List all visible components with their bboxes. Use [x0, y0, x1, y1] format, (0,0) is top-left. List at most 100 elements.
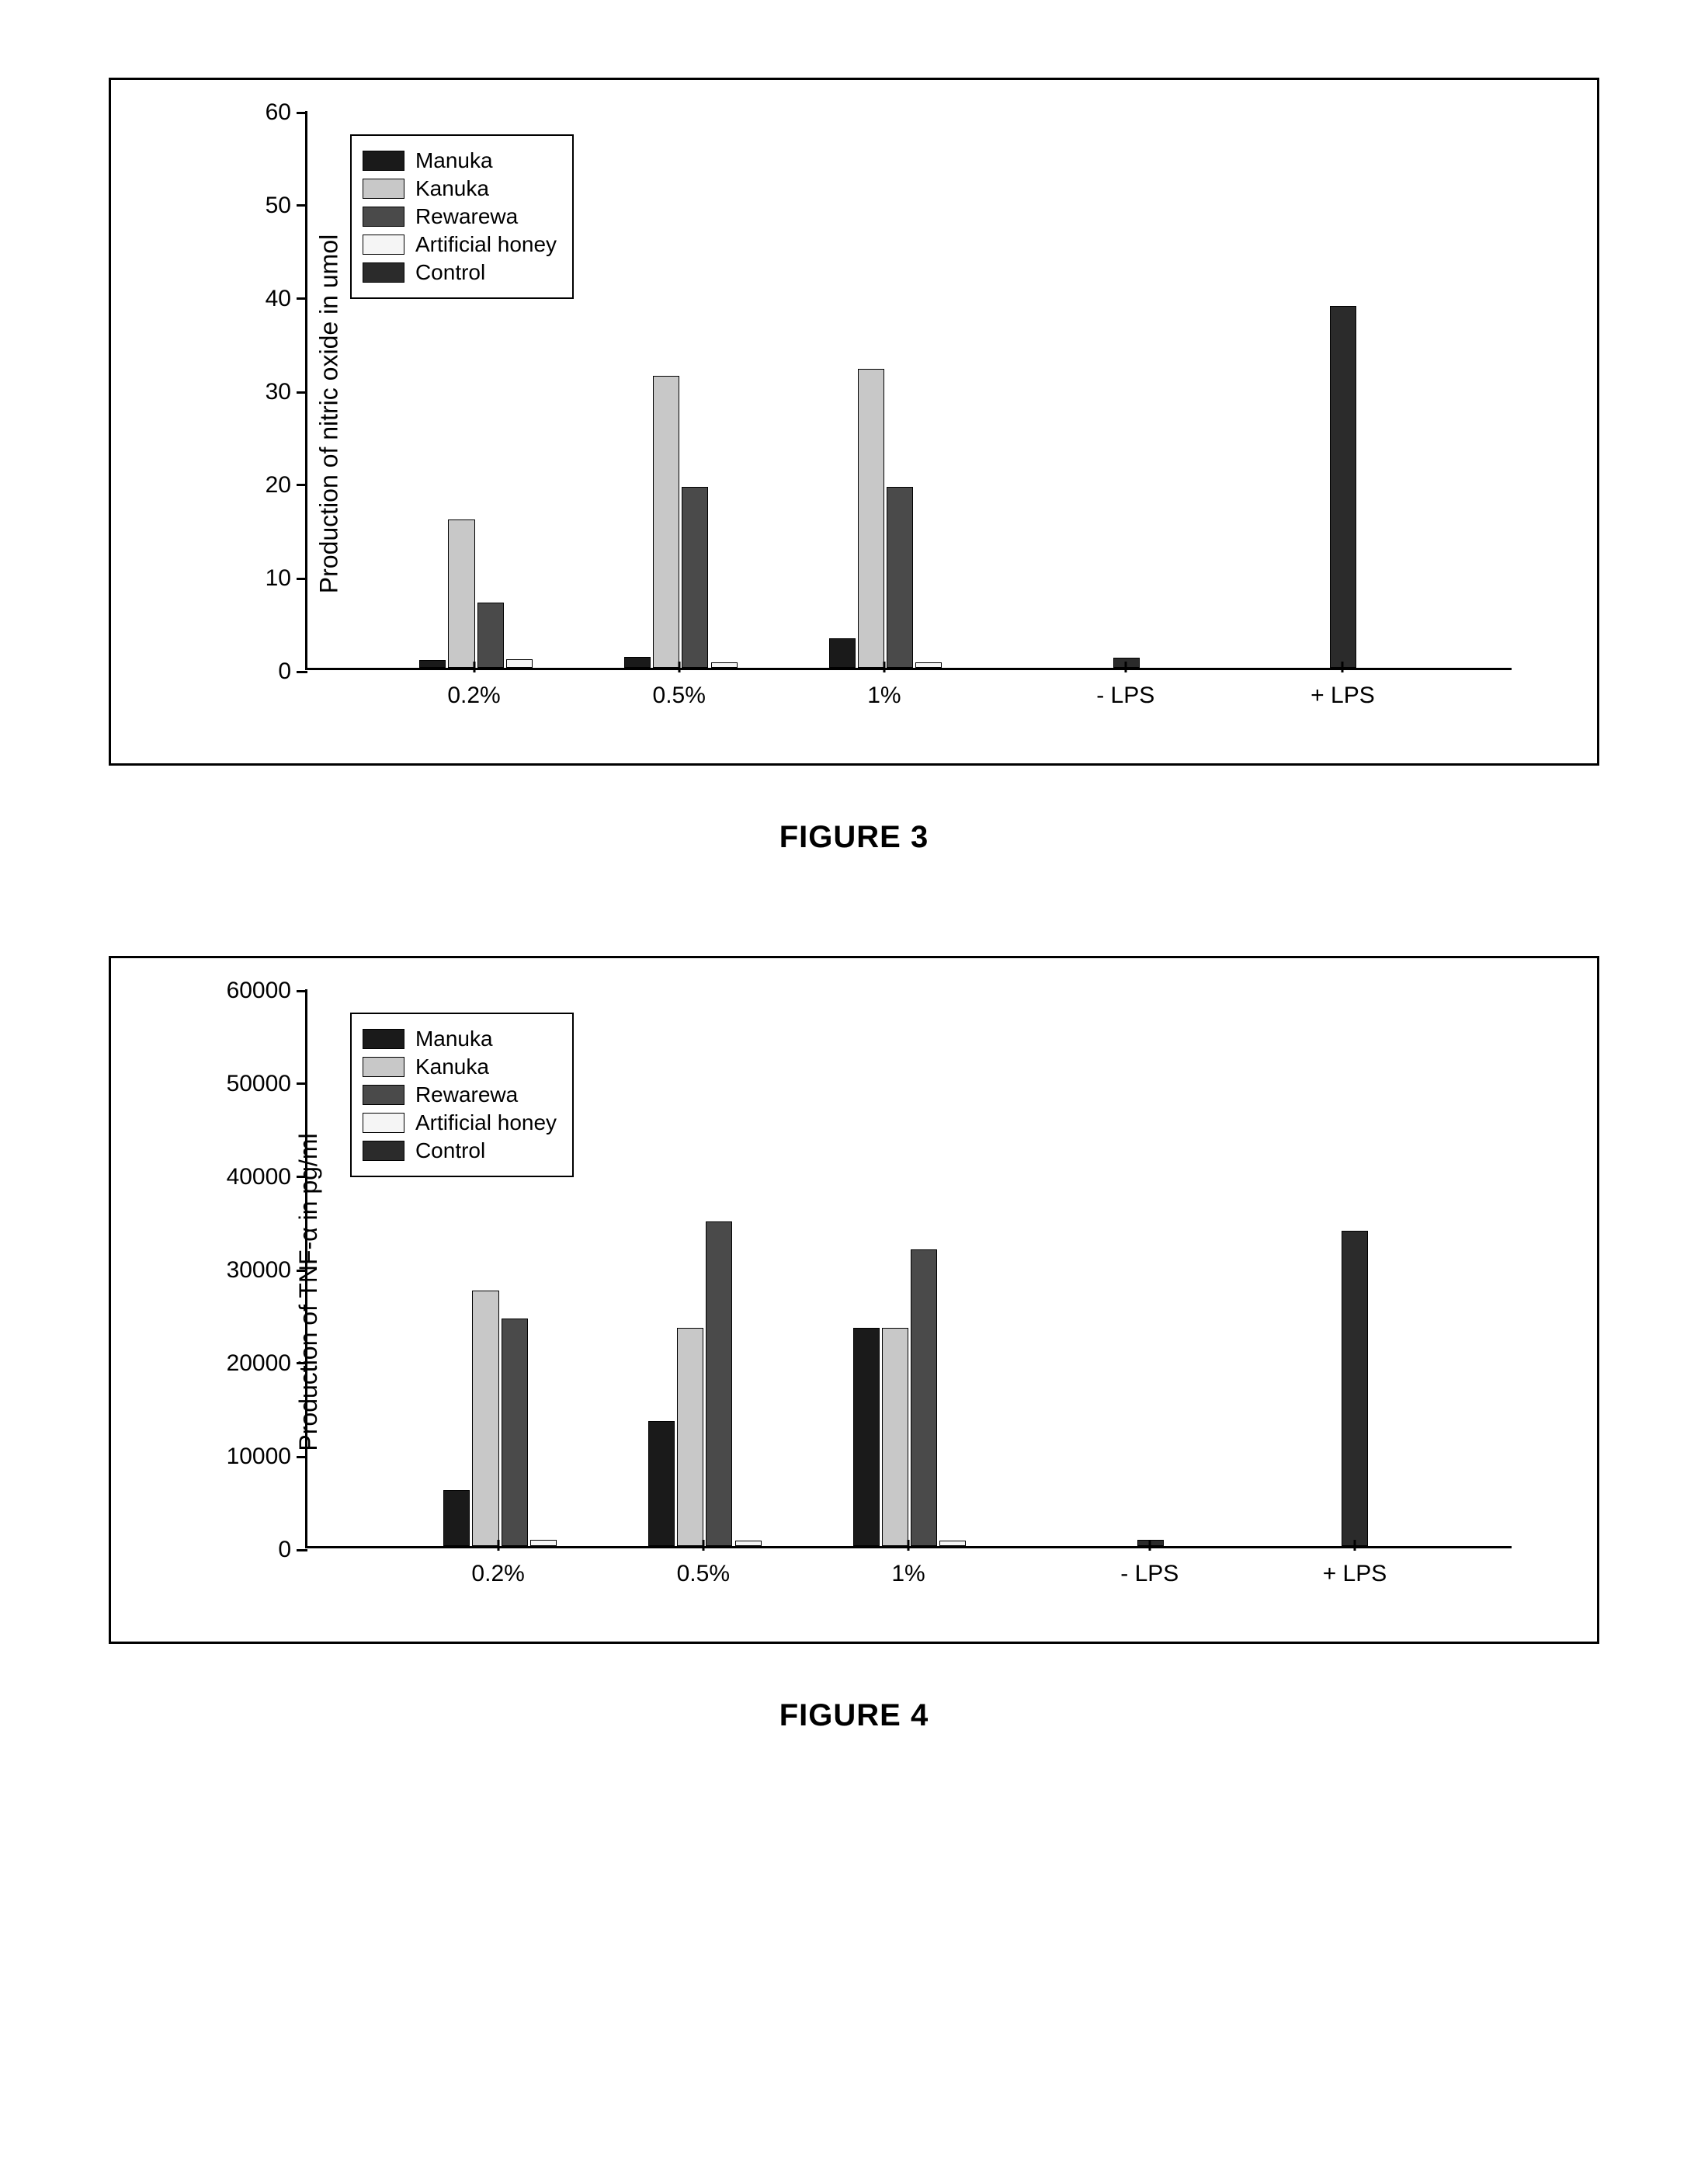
legend-label: Kanuka: [415, 176, 489, 201]
y-tick-label: 20000: [227, 1350, 305, 1377]
y-tick-label: 60000: [227, 978, 305, 1004]
figure-block: Production of nitric oxide in umol010203…: [109, 78, 1599, 855]
bar: [858, 369, 884, 668]
legend-swatch: [363, 1029, 404, 1049]
y-tick: 0: [235, 658, 305, 685]
y-tick: 60: [235, 99, 305, 126]
legend-row: Kanuka: [363, 176, 557, 201]
legend-swatch: [363, 207, 404, 227]
bar: [1330, 306, 1356, 668]
legend-swatch: [363, 235, 404, 255]
chart-frame: Production of nitric oxide in umol010203…: [109, 78, 1599, 766]
bar: [711, 662, 738, 668]
y-tick: 20: [235, 472, 305, 499]
y-tick: 0: [235, 1537, 305, 1563]
y-tick: 30000: [235, 1257, 305, 1284]
legend-label: Manuka: [415, 1027, 493, 1051]
legend-label: Artificial honey: [415, 232, 557, 257]
y-tick: 30: [235, 379, 305, 405]
legend-label: Manuka: [415, 148, 493, 173]
x-category-label: - LPS: [1120, 1561, 1179, 1587]
x-tick-mark: [702, 1540, 704, 1551]
x-category-label: - LPS: [1096, 683, 1154, 709]
bar: [911, 1249, 937, 1546]
x-tick-mark: [883, 662, 885, 672]
bar: [472, 1291, 498, 1546]
bar: [735, 1541, 762, 1546]
bar: [506, 659, 533, 668]
figure-block: Production of TNF-α in pg/ml010000200003…: [109, 956, 1599, 1733]
bar: [682, 487, 708, 668]
legend-swatch: [363, 1057, 404, 1077]
y-tick: 60000: [235, 978, 305, 1004]
x-category-label: 0.2%: [471, 1561, 524, 1587]
legend-swatch: [363, 262, 404, 283]
legend-swatch: [363, 179, 404, 199]
figure-caption: FIGURE 3: [109, 820, 1599, 855]
chart-frame: Production of TNF-α in pg/ml010000200003…: [109, 956, 1599, 1644]
x-category-label: 0.5%: [677, 1561, 730, 1587]
y-tick: 20000: [235, 1350, 305, 1377]
x-labels: 0.2% 0.5% 1% - LPS + LPS: [305, 673, 1512, 717]
bar: [677, 1328, 703, 1546]
legend-label: Control: [415, 1138, 485, 1163]
x-tick-mark: [1124, 662, 1127, 672]
x-category-label: 1%: [867, 683, 901, 709]
bar: [853, 1328, 880, 1546]
x-tick-mark: [1353, 1540, 1356, 1551]
legend-label: Rewarewa: [415, 204, 518, 229]
legend-row: Manuka: [363, 1027, 557, 1051]
bar: [1342, 1231, 1368, 1546]
bar: [653, 376, 679, 668]
x-tick-mark: [1342, 662, 1344, 672]
x-category-label: + LPS: [1323, 1561, 1387, 1587]
x-tick-mark: [473, 662, 475, 672]
bar: [419, 660, 446, 668]
bar: [530, 1540, 557, 1546]
bar: [915, 662, 942, 668]
legend-swatch: [363, 1113, 404, 1133]
legend-swatch: [363, 1141, 404, 1161]
x-labels: 0.2% 0.5% 1% - LPS + LPS: [305, 1551, 1512, 1595]
legend-swatch: [363, 1085, 404, 1105]
y-tick: 10: [235, 565, 305, 592]
y-ticks: 0100002000030000400005000060000: [235, 989, 305, 1548]
legend: Manuka Kanuka Rewarewa Artificial honey Cont…: [350, 1013, 574, 1177]
x-tick-mark: [678, 662, 680, 672]
bar: [624, 657, 651, 668]
y-tick-label: 40000: [227, 1164, 305, 1190]
legend-label: Rewarewa: [415, 1082, 518, 1107]
legend-row: Artificial honey: [363, 1110, 557, 1135]
legend-row: Control: [363, 1138, 557, 1163]
legend-label: Artificial honey: [415, 1110, 557, 1135]
legend-row: Artificial honey: [363, 232, 557, 257]
bar: [502, 1319, 528, 1546]
legend-row: Manuka: [363, 148, 557, 173]
legend-row: Control: [363, 260, 557, 285]
bar: [829, 638, 856, 668]
x-category-label: 0.2%: [447, 683, 500, 709]
bar: [443, 1490, 470, 1546]
x-category-label: 0.5%: [653, 683, 706, 709]
bar: [477, 603, 504, 668]
bar: [706, 1221, 732, 1546]
y-tick: 10000: [235, 1444, 305, 1470]
bar: [939, 1541, 966, 1546]
x-category-label: 1%: [891, 1561, 925, 1587]
y-tick-label: 50000: [227, 1071, 305, 1097]
chart-inner: Production of TNF-α in pg/ml010000200003…: [235, 989, 1512, 1595]
legend-label: Control: [415, 260, 485, 285]
x-tick-mark: [908, 1540, 910, 1551]
legend: Manuka Kanuka Rewarewa Artificial honey Cont…: [350, 134, 574, 299]
legend-row: Rewarewa: [363, 1082, 557, 1107]
y-tick: 50: [235, 193, 305, 219]
chart-inner: Production of nitric oxide in umol010203…: [235, 111, 1512, 717]
y-tick-label: 30000: [227, 1257, 305, 1284]
y-tick: 40000: [235, 1164, 305, 1190]
bar: [882, 1328, 908, 1546]
bar: [648, 1421, 675, 1546]
x-category-label: + LPS: [1311, 683, 1375, 709]
legend-label: Kanuka: [415, 1055, 489, 1079]
y-ticks: 0102030405060: [235, 111, 305, 670]
x-tick-mark: [1148, 1540, 1151, 1551]
